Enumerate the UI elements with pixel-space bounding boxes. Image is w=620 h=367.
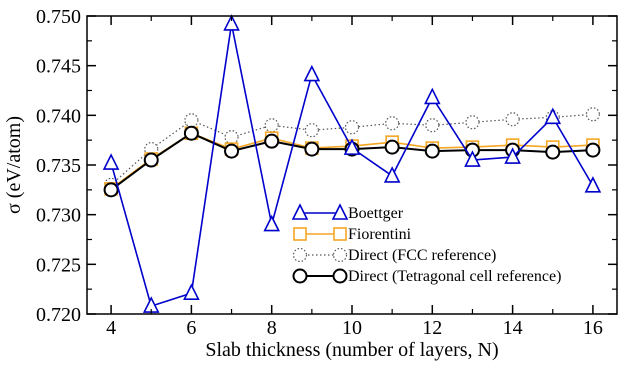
series-2-point <box>344 120 360 135</box>
series-0-point <box>303 64 321 82</box>
y-tick-label: 0.740 <box>36 105 81 127</box>
series-0-point <box>464 150 481 167</box>
series-2-point <box>585 107 601 122</box>
series-0-point <box>544 107 562 125</box>
y-tick-label: 0.725 <box>36 254 81 276</box>
legend-marker <box>331 203 349 220</box>
y-axis-label: σ (eV/atom) <box>3 116 25 214</box>
x-tick-label: 6 <box>186 317 196 339</box>
series-0-point <box>584 176 602 193</box>
series-3-point <box>304 141 320 157</box>
series-0-point <box>263 214 280 232</box>
x-tick-label: 10 <box>342 317 362 339</box>
series-2-point <box>385 116 400 131</box>
series-0-point <box>343 138 361 155</box>
marks-layer <box>102 14 602 313</box>
legend: Boettger Fiorentini Direct (FCC reference)… <box>291 203 561 285</box>
series-0-point <box>504 147 521 164</box>
legend-marker <box>293 227 307 241</box>
x-tick-label: 4 <box>106 317 116 339</box>
series-2-point <box>505 112 520 127</box>
series-2-point <box>184 113 199 128</box>
series-3-point <box>585 142 601 158</box>
y-tick-label: 0.745 <box>36 56 81 78</box>
series-2-point <box>425 118 440 133</box>
series-3-point <box>143 152 159 168</box>
legend-label: Direct (Tetragonal cell reference) <box>348 268 561 285</box>
x-tick-label: 16 <box>583 317 603 339</box>
series-3-point <box>264 133 280 149</box>
ticks-layer: 4 6 8 10 12 14 16 0.720 0.725 0.730 0.735 0.740 0.74… <box>36 6 617 339</box>
series-3-point <box>424 143 440 159</box>
series-3-point <box>224 143 240 159</box>
series-2-point <box>465 115 480 130</box>
legend-marker <box>291 203 309 220</box>
series-0-point <box>383 166 401 183</box>
series-0-point <box>183 283 200 300</box>
y-tick-label: 0.750 <box>36 6 81 28</box>
series-3-point <box>545 144 561 160</box>
y-tick-label: 0.730 <box>36 205 81 227</box>
legend-label: Direct (FCC reference) <box>348 247 496 264</box>
legend-marker <box>332 247 348 263</box>
legend-marker <box>292 268 308 284</box>
legend-marker <box>333 227 347 241</box>
x-tick-label: 8 <box>267 317 277 339</box>
series-3-point <box>103 182 119 198</box>
series-0-point <box>424 87 441 105</box>
series-2-point <box>304 123 319 138</box>
x-axis-label: Slab thickness (number of layers, N) <box>205 339 498 361</box>
legend-marker <box>332 268 348 284</box>
series-2-point <box>264 118 279 133</box>
x-tick-label: 14 <box>503 317 523 339</box>
series-0-point <box>102 153 120 170</box>
series-0-point <box>223 14 240 31</box>
series-3-point <box>183 125 199 141</box>
series-2-point <box>224 130 239 145</box>
y-tick-label: 0.720 <box>36 304 81 326</box>
legend-label: Boettger <box>348 205 404 222</box>
series-3-point <box>384 139 400 155</box>
legend-marker <box>292 247 308 263</box>
x-tick-label: 12 <box>422 317 442 339</box>
y-tick-label: 0.735 <box>36 155 81 177</box>
legend-label: Fiorentini <box>348 226 412 243</box>
